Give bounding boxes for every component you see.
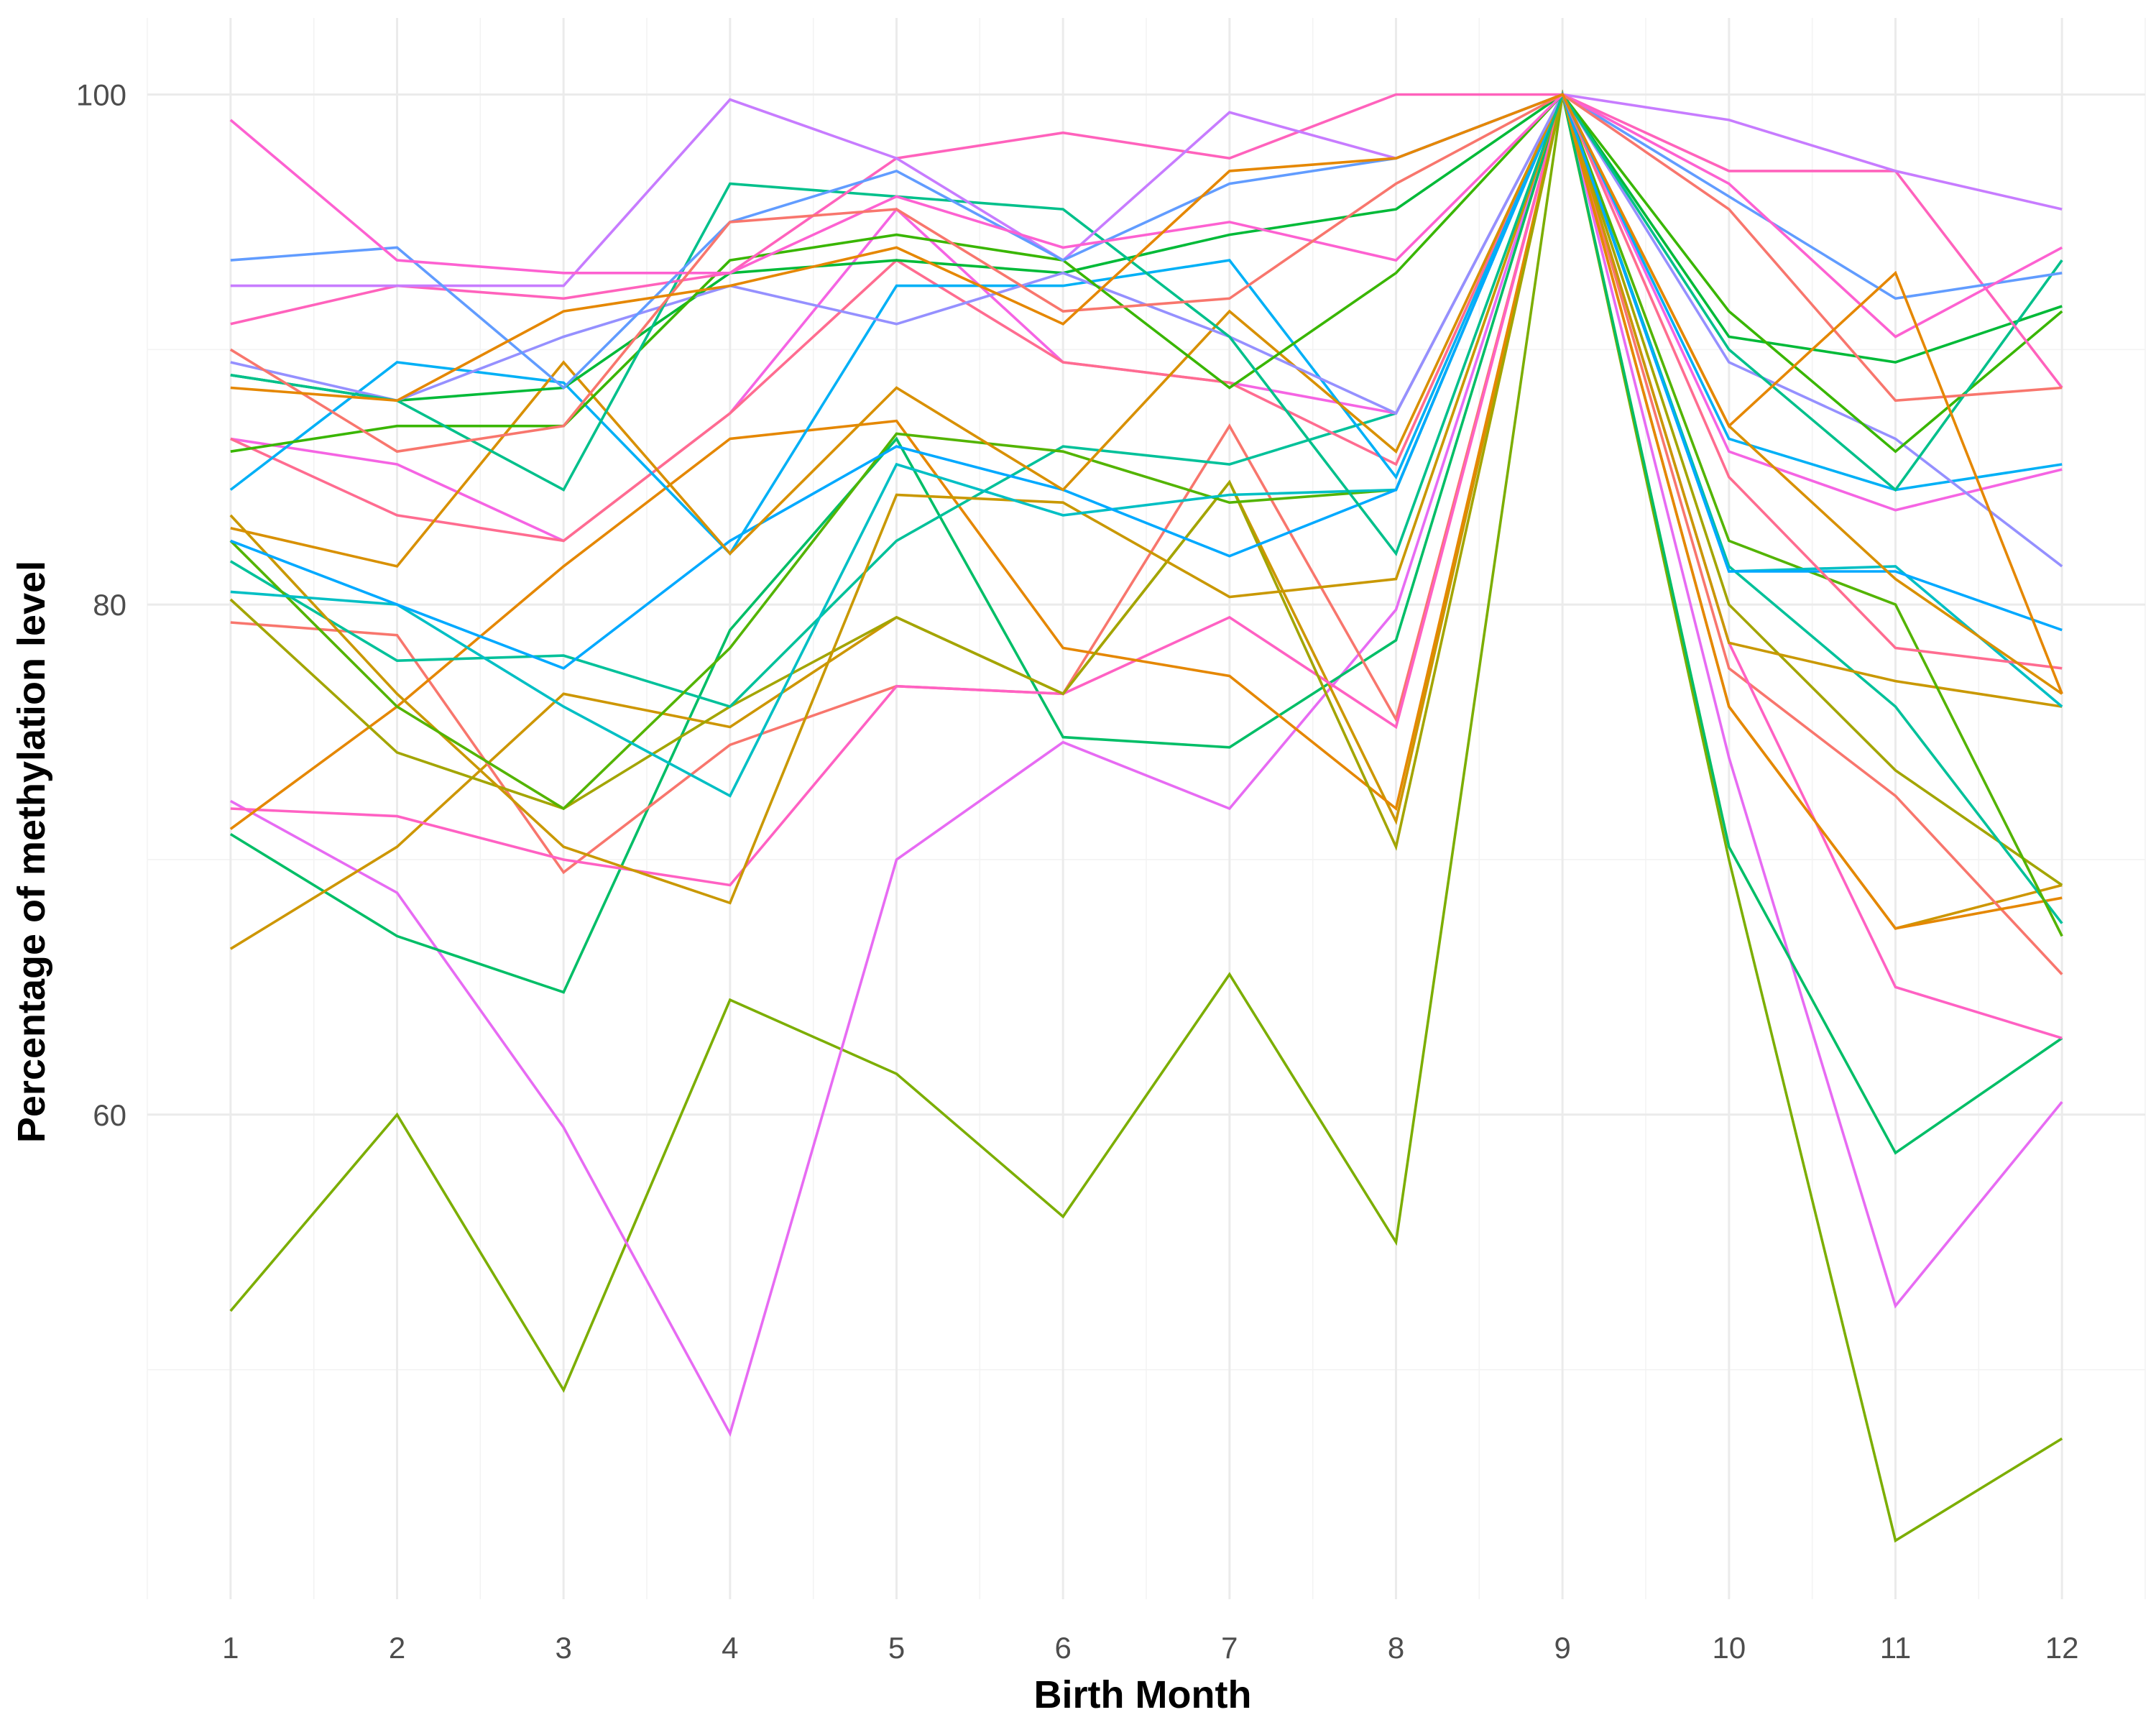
- series-line-18: [230, 92, 2063, 402]
- grid: [147, 18, 2146, 1599]
- series-line-25: [229, 93, 2063, 339]
- series-line-6: [230, 89, 2063, 1040]
- x-tick-label: 5: [888, 1631, 905, 1665]
- x-tick-label: 2: [389, 1631, 405, 1665]
- x-tick-label: 3: [555, 1631, 571, 1665]
- x-axis-title: Birth Month: [1034, 1673, 1252, 1716]
- series-line-24: [230, 93, 2063, 390]
- x-tick-label: 11: [1880, 1631, 1912, 1665]
- x-tick-label: 8: [1388, 1631, 1404, 1665]
- series-line-27: [230, 93, 2063, 694]
- series-line-11: [229, 91, 2063, 937]
- x-tick-label: 9: [1554, 1631, 1570, 1665]
- series-line-10: [229, 90, 2063, 905]
- y-axis-tick-labels: 60 80 100: [76, 78, 126, 1131]
- series-line-20: [230, 92, 2063, 454]
- series-line-1: [229, 94, 2063, 1543]
- series-lines: [229, 89, 2063, 1543]
- series-line-7: [229, 94, 2063, 930]
- x-tick-label: 7: [1221, 1631, 1238, 1665]
- y-tick-label: 80: [93, 588, 126, 622]
- series-line-13: [230, 91, 2063, 670]
- series-line-26: [229, 93, 2063, 454]
- series-line-3: [229, 89, 2063, 1155]
- x-tick-label: 4: [722, 1631, 738, 1665]
- series-line-15: [230, 91, 2063, 670]
- series-line-5: [230, 89, 2063, 975]
- x-axis-tick-labels: 1 2 3 4 5 6 7 8 9 10 11 12: [222, 1631, 2078, 1665]
- y-tick-label: 100: [76, 78, 126, 111]
- series-line-21: [230, 91, 2063, 556]
- x-tick-label: 6: [1054, 1631, 1071, 1665]
- y-axis-title: Percentage of methylation level: [10, 561, 53, 1143]
- series-line-23: [230, 93, 2063, 288]
- y-tick-label: 60: [93, 1098, 126, 1132]
- series-line-17: [230, 91, 2063, 695]
- series-line-22: [230, 93, 2063, 389]
- series-line-2: [229, 89, 2063, 1438]
- x-tick-label: 10: [1712, 1631, 1746, 1665]
- x-tick-label: 1: [222, 1631, 239, 1665]
- x-tick-label: 12: [2045, 1631, 2079, 1665]
- series-line-8: [229, 89, 2063, 886]
